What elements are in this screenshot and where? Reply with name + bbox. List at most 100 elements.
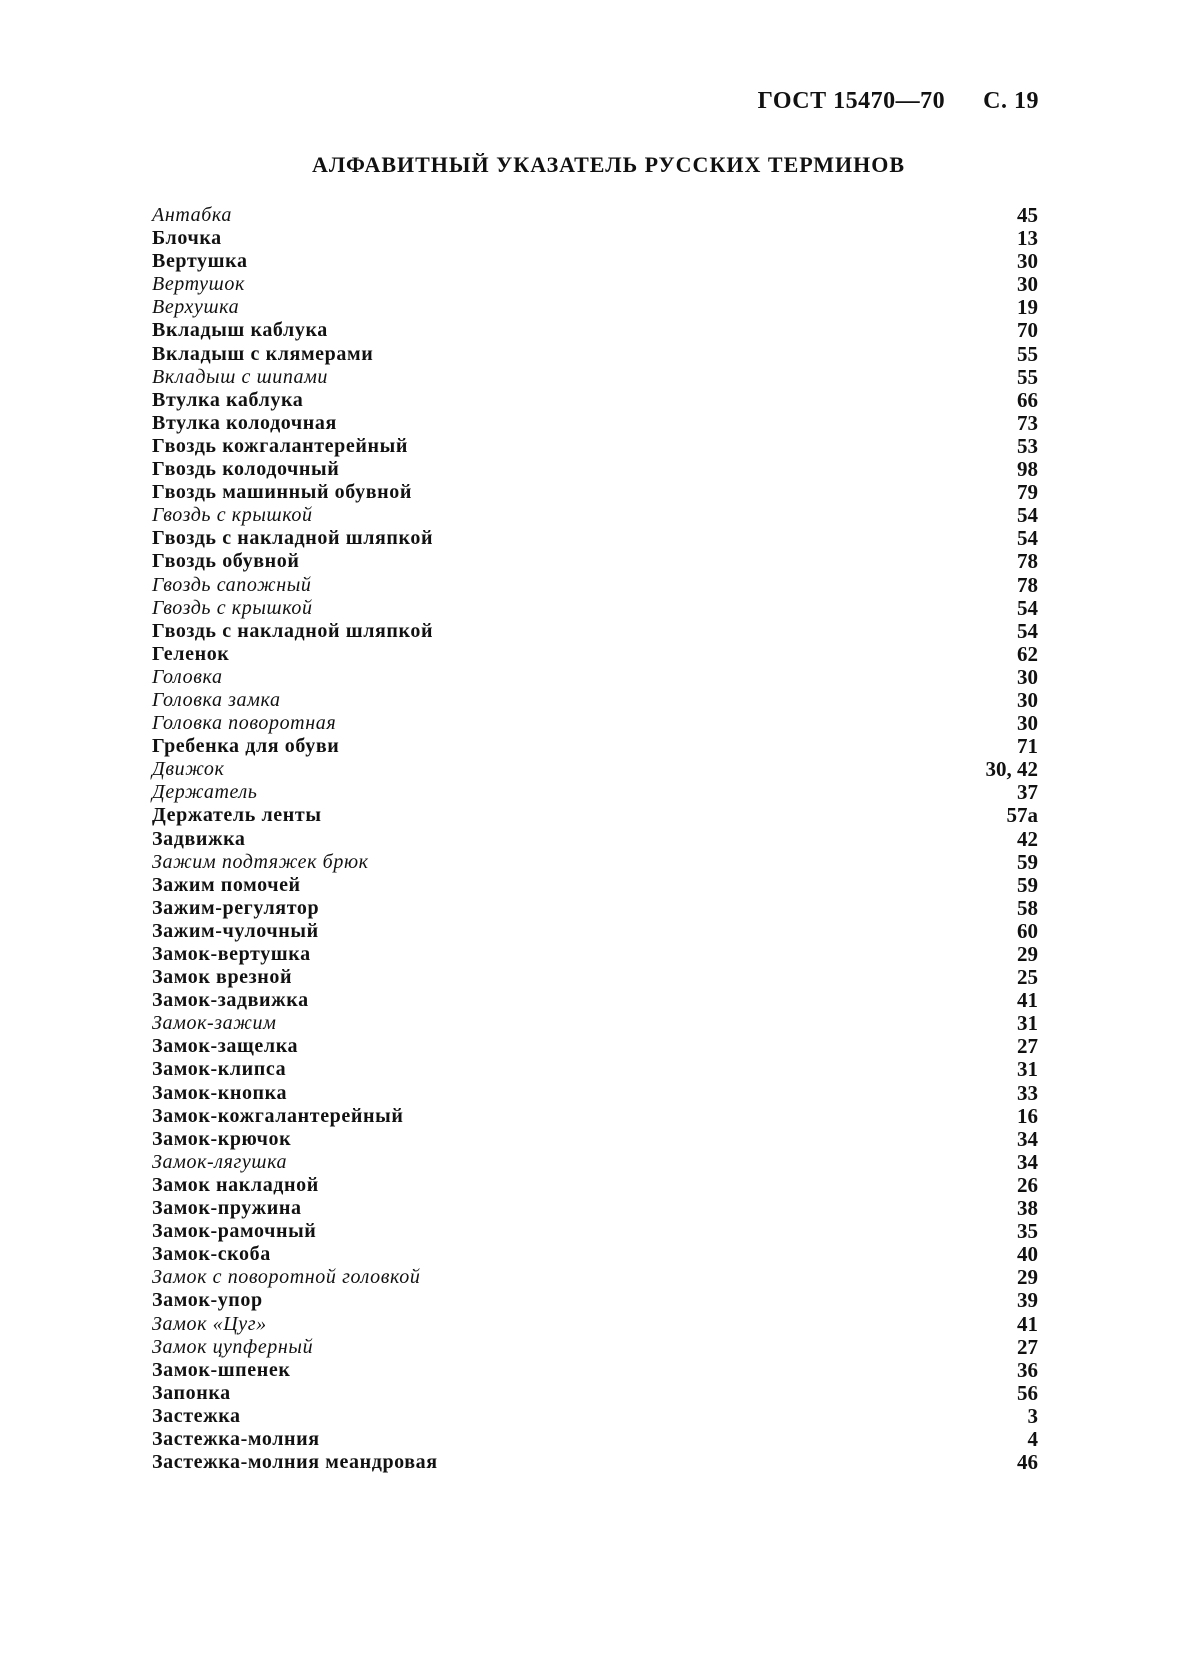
entry-reference: 3 bbox=[1027, 1403, 1039, 1428]
entry-reference: 40 bbox=[1017, 1242, 1038, 1267]
entry-term: Зажим-регулятор bbox=[152, 896, 320, 919]
index-entry: Втулка каблука 66 bbox=[152, 387, 1038, 412]
index-entry: Застежка-молния 4 bbox=[152, 1427, 1038, 1451]
index-entry: Блочка 13 bbox=[152, 227, 1038, 250]
index-entry: Замок-пружина 38 bbox=[152, 1196, 1038, 1220]
index-entry: Вертушка 30 bbox=[152, 250, 1038, 273]
entry-term: Замок-лягушка bbox=[152, 1150, 288, 1173]
entry-term: Головка замка bbox=[152, 688, 281, 711]
entry-term: Зажим-чулочный bbox=[152, 919, 319, 942]
entry-reference: 54 bbox=[1017, 618, 1038, 643]
entry-reference: 46 bbox=[1017, 1450, 1038, 1475]
entry-reference: 70 bbox=[1017, 318, 1038, 343]
entry-reference: 78 bbox=[1017, 572, 1038, 597]
entry-term: Застежка bbox=[152, 1404, 241, 1427]
entry-term: Замок врезной bbox=[152, 966, 293, 989]
index-entry: Антабка 45 bbox=[152, 203, 1038, 227]
entry-reference: 73 bbox=[1017, 410, 1038, 435]
entry-reference: 42 bbox=[1017, 826, 1038, 851]
entry-term: Геленок bbox=[152, 642, 230, 665]
entry-term: Держатель ленты bbox=[152, 804, 322, 827]
index-entry: Втулка колодочная 73 bbox=[152, 410, 1038, 435]
index-entry: Зажим помочей 59 bbox=[152, 873, 1038, 897]
entry-term: Замок накладной bbox=[152, 1173, 319, 1196]
entry-term: Замок-клипса bbox=[152, 1058, 287, 1081]
entry-term: Гвоздь обувной bbox=[152, 550, 300, 573]
index-entry: Замок-лягушка 34 bbox=[152, 1149, 1038, 1174]
entry-reference: 57а bbox=[1006, 803, 1039, 828]
index-entry: Гвоздь обувной 78 bbox=[152, 550, 1038, 573]
index-entry: Движок 30, 42 bbox=[152, 758, 1038, 781]
entry-reference: 45 bbox=[1017, 203, 1038, 227]
index-entry: Замок-шпенек 36 bbox=[152, 1358, 1038, 1382]
page-title: АЛФАВИТНЫЙ УКАЗАТЕЛЬ РУССКИХ ТЕРМИНОВ bbox=[311, 152, 906, 177]
entry-term: Вертушка bbox=[152, 250, 248, 273]
index-entry: Головка 30 bbox=[152, 664, 1038, 689]
entry-reference: 30 bbox=[1017, 664, 1038, 689]
entry-reference: 58 bbox=[1017, 895, 1038, 920]
entry-reference: 29 bbox=[1017, 1265, 1038, 1290]
entry-term: Замок-вертушка bbox=[152, 943, 311, 965]
entry-reference: 30 bbox=[1017, 687, 1038, 712]
entry-term: Гвоздь колодочный bbox=[152, 458, 340, 481]
entry-term: Держатель bbox=[152, 781, 258, 804]
index-entry: Замок цупферный 27 bbox=[152, 1335, 1038, 1359]
entry-term: Замок-упор bbox=[152, 1289, 263, 1312]
index-entry: Задвижка 42 bbox=[152, 826, 1038, 851]
entry-term: Гребенка для обуви bbox=[152, 735, 340, 758]
index-entry: Замок-кнопка 33 bbox=[152, 1081, 1038, 1105]
index-entry: Вкладыш с клямерами 55 bbox=[152, 341, 1038, 366]
index-entry: Гвоздь колодочный 98 bbox=[152, 457, 1038, 482]
index-entry: Гвоздь с накладной шляпкой 54 bbox=[152, 618, 1038, 643]
index-entry: Замок-клипса 31 bbox=[152, 1058, 1038, 1081]
entry-reference: 25 bbox=[1017, 965, 1038, 990]
index-entry: Замок-задвижка 41 bbox=[152, 989, 1038, 1012]
index-entry: Вертушок 30 bbox=[152, 273, 1038, 296]
entry-term: Зажим подтяжек брюк bbox=[152, 850, 369, 873]
entry-term: Гвоздь с крышкой bbox=[152, 596, 313, 619]
index-entry: Гвоздь с накладной шляпкой 54 bbox=[152, 527, 1038, 550]
entry-term: Замок-защелка bbox=[152, 1035, 299, 1058]
index-entry: Замок-упор 39 bbox=[152, 1289, 1038, 1312]
index-entry: Держатель ленты 57а bbox=[152, 804, 1038, 827]
entry-reference: 54 bbox=[1017, 595, 1038, 620]
entry-reference: 35 bbox=[1017, 1219, 1038, 1244]
index-entry: Замок накладной 26 bbox=[152, 1173, 1038, 1197]
index-entry: Головка замка 30 bbox=[152, 687, 1038, 712]
entry-term: Гвоздь с накладной шляпкой bbox=[152, 527, 434, 550]
entry-reference: 98 bbox=[1017, 457, 1038, 482]
index-entry: Замок с поворотной головкой 29 bbox=[152, 1266, 1038, 1289]
entry-term: Верхушка bbox=[152, 296, 240, 319]
index-entry: Замок врезной 25 bbox=[152, 966, 1038, 989]
entry-reference: 60 bbox=[1017, 918, 1038, 943]
entry-reference: 71 bbox=[1017, 734, 1038, 759]
entry-reference: 56 bbox=[1017, 1380, 1038, 1405]
entry-term: Замок-крючок bbox=[152, 1127, 292, 1150]
entry-reference: 78 bbox=[1017, 549, 1038, 574]
entry-reference: 55 bbox=[1017, 341, 1038, 366]
entry-term: Движок bbox=[152, 758, 225, 781]
entry-term: Гвоздь с крышкой bbox=[152, 504, 313, 527]
entry-term: Антабка bbox=[152, 204, 232, 226]
entry-reference: 19 bbox=[1017, 295, 1038, 320]
index-entry: Вкладыш с шипами 55 bbox=[152, 364, 1038, 389]
index-entry: Геленок 62 bbox=[152, 642, 1038, 666]
index-entry: Зажим подтяжек брюк 59 bbox=[152, 849, 1038, 874]
index-entry: Держатель 37 bbox=[152, 781, 1038, 804]
entry-term: Замок цупферный bbox=[152, 1335, 314, 1358]
entry-reference: 29 bbox=[1017, 942, 1038, 966]
entry-reference: 59 bbox=[1017, 849, 1038, 874]
entry-reference: 31 bbox=[1017, 1057, 1038, 1082]
entry-reference: 54 bbox=[1017, 503, 1038, 528]
index-entry: Застежка 3 bbox=[152, 1403, 1039, 1428]
entry-reference: 55 bbox=[1017, 364, 1038, 389]
entry-reference: 30, 42 bbox=[985, 757, 1039, 782]
entry-reference: 34 bbox=[1017, 1149, 1038, 1174]
entry-term: Замок с поворотной головкой bbox=[152, 1266, 421, 1289]
entry-reference: 66 bbox=[1017, 387, 1038, 412]
entry-term: Зажим помочей bbox=[152, 873, 301, 896]
index-entry: Гребенка для обуви 71 bbox=[152, 735, 1038, 758]
entry-term: Гвоздь сапожный bbox=[152, 573, 312, 596]
entry-term: Гвоздь машинный обувной bbox=[152, 481, 412, 504]
entry-term: Застежка-молния меандровая bbox=[152, 1451, 438, 1474]
